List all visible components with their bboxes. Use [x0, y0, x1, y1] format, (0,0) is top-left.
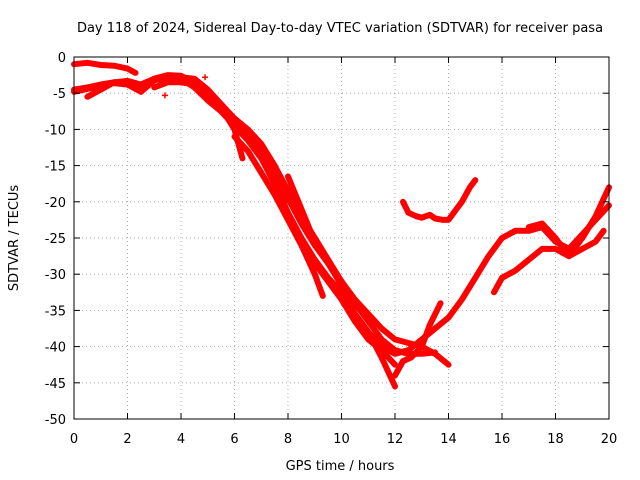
y-tick-label: -15 — [45, 160, 66, 175]
data-layer — [71, 59, 612, 390]
chart-title: Day 118 of 2024, Sidereal Day-to-day VTE… — [77, 21, 603, 36]
series-arc2 — [71, 72, 439, 357]
x-tick-label: 2 — [123, 432, 131, 447]
x-tick-label: 14 — [440, 432, 457, 447]
series-arc6 — [231, 133, 326, 299]
x-axis-label: GPS time / hours — [286, 459, 395, 474]
x-tick-label: 8 — [284, 432, 292, 447]
y-tick-label: -25 — [45, 232, 66, 247]
x-tick-label: 6 — [230, 432, 238, 447]
series-arc1 — [71, 59, 139, 76]
plot-frame — [73, 56, 610, 420]
y-tick-label: -45 — [45, 377, 66, 392]
isolated-point-marker — [161, 92, 168, 99]
series-arc11 — [491, 184, 612, 296]
isolated-point-marker — [202, 74, 209, 81]
series-arc3 — [71, 75, 612, 357]
y-tick-label: -30 — [45, 268, 66, 283]
x-tick-label: 10 — [333, 432, 350, 447]
y-tick-label: -40 — [45, 341, 66, 356]
series-arc4 — [84, 73, 452, 368]
x-tick-label: 16 — [494, 432, 511, 447]
y-axis-label: SDTVAR / TECUs — [7, 185, 22, 292]
x-tick-label: 20 — [601, 432, 618, 447]
x-tick-labels: 0 2 4 6 8 10 12 14 16 18 20 — [70, 432, 617, 447]
series-arc8 — [285, 173, 398, 390]
grid-lines — [74, 57, 609, 419]
y-tick-label: -20 — [45, 196, 66, 211]
y-tick-labels: 0 -5 -10 -15 -20 -25 -30 -35 -40 -45 -50 — [45, 51, 66, 428]
series-arc10 — [400, 177, 479, 223]
y-tick-label: -35 — [45, 304, 66, 319]
y-tick-label: -5 — [53, 87, 66, 102]
x-tick-label: 18 — [547, 432, 564, 447]
y-tick-label: 0 — [58, 51, 66, 66]
y-tick-label: -10 — [45, 123, 66, 138]
x-tick-label: 12 — [387, 432, 404, 447]
series-arc7 — [244, 130, 398, 368]
x-tick-label: 4 — [177, 432, 185, 447]
x-tick-label: 0 — [70, 432, 78, 447]
series-arc5 — [151, 79, 246, 162]
series-arc9 — [392, 300, 444, 379]
series-arc12 — [525, 220, 607, 260]
y-tick-label: -50 — [45, 413, 66, 428]
